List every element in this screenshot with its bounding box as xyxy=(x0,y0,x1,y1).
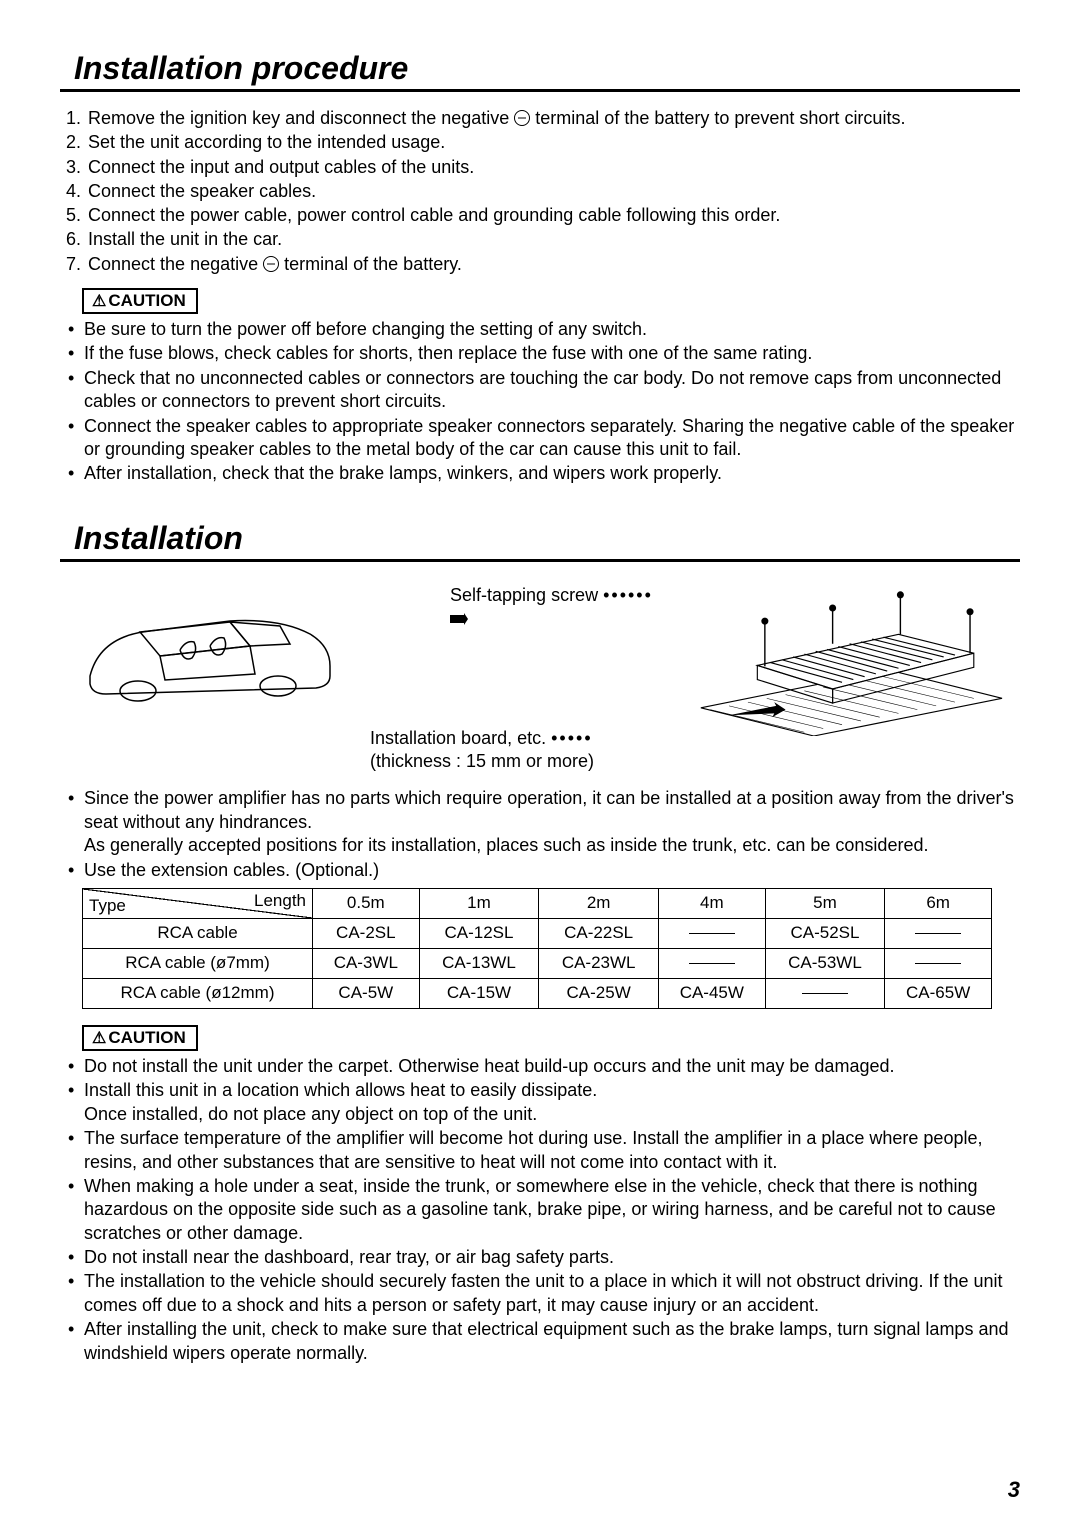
caution-list-2: Do not install the unit under the carpet… xyxy=(66,1055,1020,1365)
table-row: RCA cable (ø12mm) CA-5W CA-15W CA-25W CA… xyxy=(83,978,992,1008)
col-header: 1m xyxy=(419,888,539,918)
step-1: Remove the ignition key and disconnect t… xyxy=(66,106,1020,130)
cell: CA-25W xyxy=(539,978,659,1008)
board-label: Installation board, etc. xyxy=(370,728,546,748)
cell: CA-5W xyxy=(313,978,420,1008)
caution1-item: Be sure to turn the power off before cha… xyxy=(66,318,1020,341)
col-header: 0.5m xyxy=(313,888,420,918)
row-label: RCA cable (ø12mm) xyxy=(83,978,313,1008)
caution2-item: When making a hole under a seat, inside … xyxy=(66,1175,1020,1245)
step-4: Connect the speaker cables. xyxy=(66,179,1020,203)
amplifier-illustration xyxy=(683,576,1020,736)
row-label: RCA cable (ø7mm) xyxy=(83,948,313,978)
caution2-item: Do not install near the dashboard, rear … xyxy=(66,1246,1020,1269)
cell: CA-13WL xyxy=(419,948,539,978)
install-notes: Since the power amplifier has no parts w… xyxy=(66,787,1020,882)
cell: CA-3WL xyxy=(313,948,420,978)
dot-leader: ••••• xyxy=(551,728,593,748)
screw-label: Self-tapping screw xyxy=(450,585,598,605)
cell: CA-22SL xyxy=(539,918,659,948)
step-3: Connect the input and output cables of t… xyxy=(66,155,1020,179)
step-7: Connect the negative terminal of the bat… xyxy=(66,252,1020,276)
cell: CA-45W xyxy=(659,978,766,1008)
dot-leader: •••••• xyxy=(603,585,653,605)
cell: CA-53WL xyxy=(765,948,885,978)
note-subtext: As generally accepted positions for its … xyxy=(84,835,928,855)
step-5: Connect the power cable, power control c… xyxy=(66,203,1020,227)
section1-title: Installation procedure xyxy=(60,50,1020,92)
caution-label-1: CAUTION xyxy=(82,288,198,314)
cell: CA-23WL xyxy=(539,948,659,978)
caution2-item: Do not install the unit under the carpet… xyxy=(66,1055,1020,1078)
board-sublabel: (thickness : 15 mm or more) xyxy=(370,751,594,771)
cell xyxy=(885,918,992,948)
row-label: RCA cable xyxy=(83,918,313,948)
cell: CA-12SL xyxy=(419,918,539,948)
cell xyxy=(765,978,885,1008)
cell xyxy=(659,918,766,948)
minus-icon xyxy=(263,256,279,272)
caution1-item: Check that no unconnected cables or conn… xyxy=(66,367,1020,414)
table-row: RCA cable (ø7mm) CA-3WL CA-13WL CA-23WL … xyxy=(83,948,992,978)
caution2-item: Install this unit in a location which al… xyxy=(66,1079,1020,1126)
cell: CA-2SL xyxy=(313,918,420,948)
install-note: Use the extension cables. (Optional.) xyxy=(66,859,1020,882)
caution1-item: If the fuse blows, check cables for shor… xyxy=(66,342,1020,365)
cable-table: Type Length 0.5m 1m 2m 4m 5m 6m RCA cabl… xyxy=(82,888,992,1009)
caution-label-2: CAUTION xyxy=(82,1025,198,1051)
section2-title: Installation xyxy=(60,520,1020,562)
cell: CA-52SL xyxy=(765,918,885,948)
minus-icon xyxy=(514,110,530,126)
cell xyxy=(885,948,992,978)
caution-list-1: Be sure to turn the power off before cha… xyxy=(66,318,1020,486)
caution-text: Install this unit in a location which al… xyxy=(84,1080,597,1100)
cell: CA-65W xyxy=(885,978,992,1008)
table-row: RCA cable CA-2SL CA-12SL CA-22SL CA-52SL xyxy=(83,918,992,948)
caution2-item: The installation to the vehicle should s… xyxy=(66,1270,1020,1317)
procedure-steps: Remove the ignition key and disconnect t… xyxy=(66,106,1020,276)
caution2-item: After installing the unit, check to make… xyxy=(66,1318,1020,1365)
cell: CA-15W xyxy=(419,978,539,1008)
step-6: Install the unit in the car. xyxy=(66,227,1020,251)
caution-subtext: Once installed, do not place any object … xyxy=(84,1104,537,1124)
note-text: Since the power amplifier has no parts w… xyxy=(84,788,1014,831)
col-header: 5m xyxy=(765,888,885,918)
col-header: 6m xyxy=(885,888,992,918)
car-illustration xyxy=(80,576,340,716)
caution2-item: The surface temperature of the amplifier… xyxy=(66,1127,1020,1174)
install-note: Since the power amplifier has no parts w… xyxy=(66,787,1020,857)
col-header: 2m xyxy=(539,888,659,918)
col-header: 4m xyxy=(659,888,766,918)
cell xyxy=(659,948,766,978)
caution1-item: Connect the speaker cables to appropriat… xyxy=(66,415,1020,462)
table-type-header: Type xyxy=(89,896,126,916)
diagram-row: Self-tapping screw •••••• Installation b… xyxy=(80,576,1020,774)
page-number: 3 xyxy=(1008,1477,1020,1503)
caution1-item: After installation, check that the brake… xyxy=(66,462,1020,485)
table-length-header: Length xyxy=(254,891,306,911)
step-2: Set the unit according to the intended u… xyxy=(66,130,1020,154)
arrow-icon xyxy=(450,613,468,625)
